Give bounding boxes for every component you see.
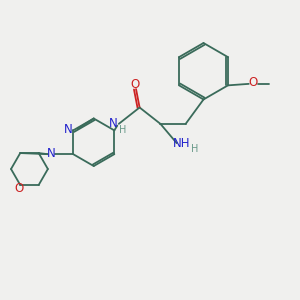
Text: N: N [64,123,73,136]
Text: N: N [47,147,56,160]
Text: NH: NH [173,137,191,150]
Text: N: N [110,117,118,130]
Text: H: H [191,143,199,154]
Text: O: O [14,182,23,195]
Text: O: O [249,76,258,88]
Text: O: O [131,78,140,91]
Text: H: H [119,125,126,135]
